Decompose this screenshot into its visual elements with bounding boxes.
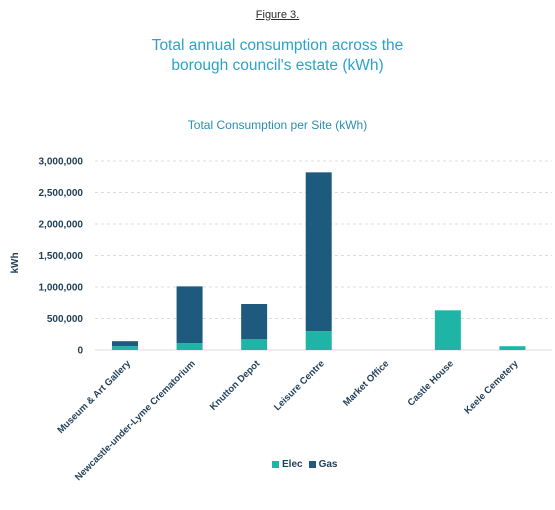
bar-gas xyxy=(112,341,138,347)
y-tick-label: 500,000 xyxy=(47,314,84,325)
legend-label-gas: Gas xyxy=(318,459,338,470)
x-category-label: Keele Cemetery xyxy=(462,358,521,417)
y-tick-label: 2,500,000 xyxy=(39,188,84,199)
x-category-label: Museum & Art Gallery xyxy=(55,358,133,436)
y-tick-label: 1,500,000 xyxy=(39,251,84,262)
bar-gas xyxy=(241,304,268,340)
bar-elec xyxy=(434,310,461,350)
bar-elec xyxy=(305,331,332,350)
x-category-label: Market Office xyxy=(341,358,391,408)
bars xyxy=(112,172,526,350)
figure-label: Figure 3. xyxy=(255,9,300,21)
main-title-line-2: borough council's estate (kWh) xyxy=(171,57,384,74)
legend-item-gas: Gas xyxy=(308,459,338,470)
legend: Elec Gas xyxy=(272,459,339,470)
main-title-line-1: Total annual consumption across the xyxy=(151,37,404,54)
main-title: Total annual consumption across the boro… xyxy=(0,36,555,76)
x-category-label: Newcastle-under-Lyme Crematorium xyxy=(73,358,198,483)
bar-elec xyxy=(241,339,268,350)
bar-elec xyxy=(499,346,526,350)
x-category-label: Knutton Depot xyxy=(208,358,263,413)
y-tick-label: 2,000,000 xyxy=(39,220,84,231)
x-category-label: Castle House xyxy=(406,358,456,408)
y-tick-label: 3,000,000 xyxy=(39,157,84,168)
chart-title: Total Consumption per Site (kWh) xyxy=(187,118,368,132)
x-category-label: Leisure Centre xyxy=(272,358,327,413)
legend-label-elec: Elec xyxy=(282,459,303,470)
legend-swatch-gas xyxy=(308,461,316,468)
y-tick-label: 0 xyxy=(77,346,83,357)
bar-gas xyxy=(176,286,203,344)
legend-swatch-elec xyxy=(272,461,279,468)
y-axis-label: kWh xyxy=(10,252,21,273)
y-tick-label: 1,000,000 xyxy=(39,283,84,294)
y-axis-ticks: 0 500,000 1,000,000 1,500,000 2,000,000 2,500… xyxy=(39,157,84,357)
bar-elec xyxy=(112,346,138,350)
legend-item-elec: Elec xyxy=(272,459,303,470)
bar-gas xyxy=(305,172,332,332)
bar-elec xyxy=(176,343,203,350)
